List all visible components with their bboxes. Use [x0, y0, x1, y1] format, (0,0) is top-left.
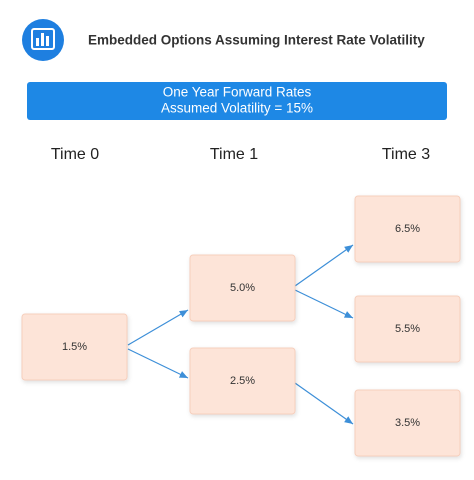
node-box	[21, 313, 128, 381]
node-box	[354, 195, 461, 263]
arrow	[294, 244, 354, 287]
banner-line: One Year Forward Rates	[163, 85, 312, 100]
column-label: Time 1	[210, 146, 258, 163]
node-label: 6.5%	[395, 223, 420, 235]
node-box	[354, 295, 461, 363]
icon	[22, 19, 64, 61]
arrow	[294, 382, 354, 425]
node-label: 3.5%	[395, 417, 420, 429]
column-label: Time 0	[51, 146, 99, 163]
node-label: 5.5%	[395, 323, 420, 335]
arrows	[127, 244, 354, 425]
node-label: 5.0%	[230, 282, 255, 294]
banner	[27, 82, 447, 120]
arrow	[127, 309, 189, 346]
arrow	[294, 289, 354, 319]
node-label: 2.5%	[230, 375, 255, 387]
nodes: 1.5% 5.0% 2.5% 6.5% 5.5% 3.5%	[21, 195, 461, 457]
arrow	[127, 348, 189, 379]
node-label: 1.5%	[62, 341, 87, 353]
node-box	[354, 389, 461, 457]
banner-line: Assumed Volatility = 15%	[161, 101, 313, 116]
title: Embedded Options Assuming Interest Rate …	[88, 33, 425, 48]
node-box	[189, 347, 296, 415]
column-label: Time 3	[382, 146, 430, 163]
node-box	[189, 254, 296, 322]
